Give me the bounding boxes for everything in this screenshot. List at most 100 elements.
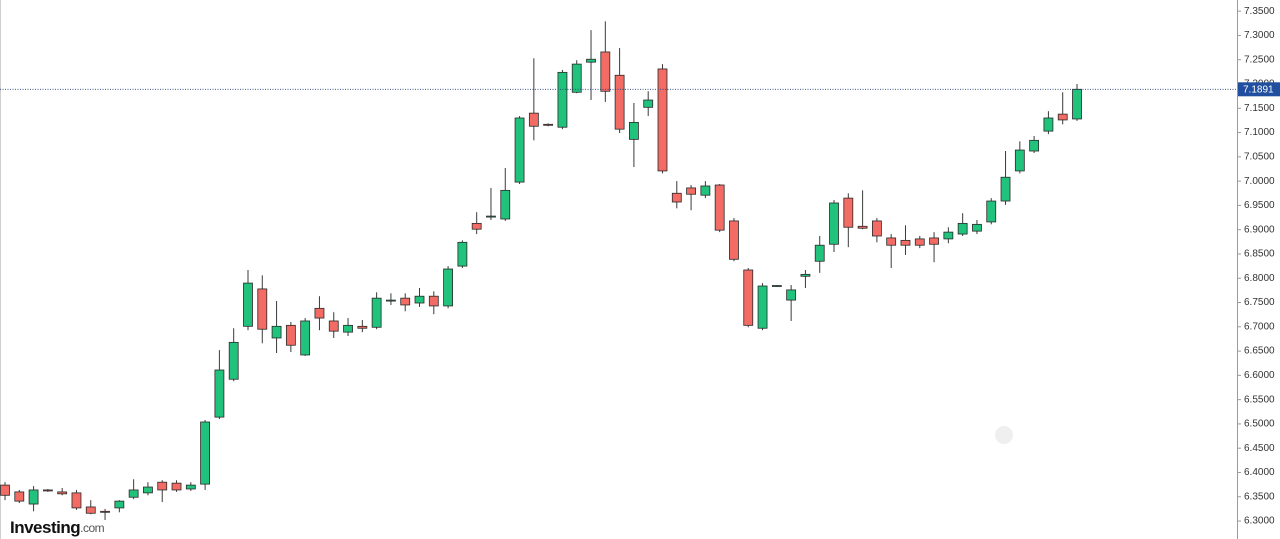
candle-body	[629, 121, 639, 140]
candle-body	[943, 231, 954, 240]
y-tick-label: 7.0500	[1244, 151, 1275, 162]
candle-body	[643, 99, 654, 108]
y-tick-label: 7.3000	[1244, 30, 1275, 41]
candle-body	[729, 220, 739, 260]
logo: Investing.com	[10, 518, 105, 537]
candle-body	[128, 489, 139, 498]
candle-body	[957, 222, 968, 235]
candle-body	[843, 197, 854, 228]
y-tick-label: 6.6000	[1244, 370, 1275, 381]
candle-body	[829, 202, 839, 245]
candle-body	[285, 324, 296, 346]
candle-body	[1029, 139, 1040, 152]
candle-body	[1057, 113, 1068, 121]
candle-body	[171, 482, 182, 491]
candle-body	[14, 491, 25, 502]
y-tick-label: 7.2500	[1244, 54, 1275, 65]
candle-body	[543, 123, 554, 126]
y-tick-label: 6.3000	[1244, 516, 1275, 527]
candle-body	[100, 510, 110, 513]
candle-body	[114, 500, 125, 509]
candle-body	[428, 295, 439, 307]
candle-body	[914, 238, 925, 246]
candle-body	[271, 325, 282, 339]
y-tick-label: 6.7000	[1244, 321, 1275, 332]
candle-body	[557, 71, 568, 128]
last-price-box	[1238, 82, 1280, 97]
candle-body	[800, 273, 811, 277]
candle-body	[900, 239, 911, 246]
y-tick-label: 6.5000	[1244, 419, 1275, 430]
watermark-dot	[995, 426, 1013, 444]
candle-body	[929, 237, 939, 245]
candle-body	[857, 225, 868, 229]
candle-body	[328, 320, 339, 332]
y-tick-label: 7.1500	[1244, 103, 1275, 114]
candle-body	[500, 189, 511, 220]
candle-body	[986, 200, 997, 223]
candle-body	[700, 185, 711, 196]
candle-body	[586, 58, 596, 63]
candle-body	[28, 489, 39, 505]
candle-body	[57, 491, 68, 495]
candle-body	[871, 220, 882, 237]
candle-body	[972, 223, 982, 232]
y-tick-label: 6.9500	[1244, 200, 1275, 211]
candle-body	[657, 68, 668, 172]
candle-body	[1072, 88, 1082, 120]
y-tick-label: 6.7500	[1244, 297, 1275, 308]
candle-body	[771, 285, 782, 287]
candle-body	[1043, 117, 1054, 132]
last-price-label: 7.1891	[1243, 84, 1274, 95]
candle-body	[757, 285, 768, 329]
candle-body	[85, 506, 96, 514]
candle-body	[42, 489, 53, 492]
y-tick-label: 6.4000	[1244, 467, 1275, 478]
candle-body	[443, 268, 453, 307]
candle-body	[743, 269, 754, 326]
logo-suffix: .com	[80, 521, 105, 535]
y-tick-label: 7.3500	[1244, 6, 1275, 17]
candle-body	[614, 74, 625, 130]
candle-body	[228, 341, 239, 380]
logo-main: Investing	[10, 518, 80, 537]
y-tick-label: 6.4500	[1244, 443, 1275, 454]
candle-body	[671, 192, 682, 203]
y-tick-label: 7.0000	[1244, 176, 1275, 187]
candle-body	[786, 289, 797, 301]
candle-body	[200, 421, 211, 485]
candle-body	[243, 282, 253, 327]
y-tick-label: 6.8000	[1244, 273, 1275, 284]
candle-body	[257, 288, 268, 330]
candle-body	[143, 486, 153, 494]
y-tick-label: 6.8500	[1244, 249, 1275, 260]
y-tick-label: 6.9000	[1244, 224, 1275, 235]
candle-body	[486, 215, 496, 218]
candle-body	[71, 492, 82, 509]
y-tick-label: 6.5500	[1244, 394, 1275, 405]
candle-body	[514, 117, 525, 183]
candle-body	[457, 241, 468, 267]
candle-body	[314, 307, 325, 319]
candle-body	[214, 369, 225, 418]
candle-body	[528, 112, 539, 127]
candle-body	[357, 325, 368, 329]
candle-body	[571, 63, 582, 93]
candle-body	[400, 297, 411, 306]
candle-body	[386, 299, 396, 302]
candle-body	[1014, 149, 1025, 172]
candle-body	[886, 237, 897, 246]
y-tick-label: 6.3500	[1244, 491, 1275, 502]
candles	[0, 21, 1082, 521]
candle-body	[157, 481, 168, 491]
candle-body	[185, 484, 196, 490]
candle-body	[471, 222, 482, 230]
y-tick-label: 6.6500	[1244, 346, 1275, 357]
candle-body	[300, 320, 311, 356]
candle-body	[371, 297, 382, 328]
candle-body	[600, 51, 611, 92]
candle-body	[414, 295, 425, 304]
candle-body	[0, 484, 10, 496]
